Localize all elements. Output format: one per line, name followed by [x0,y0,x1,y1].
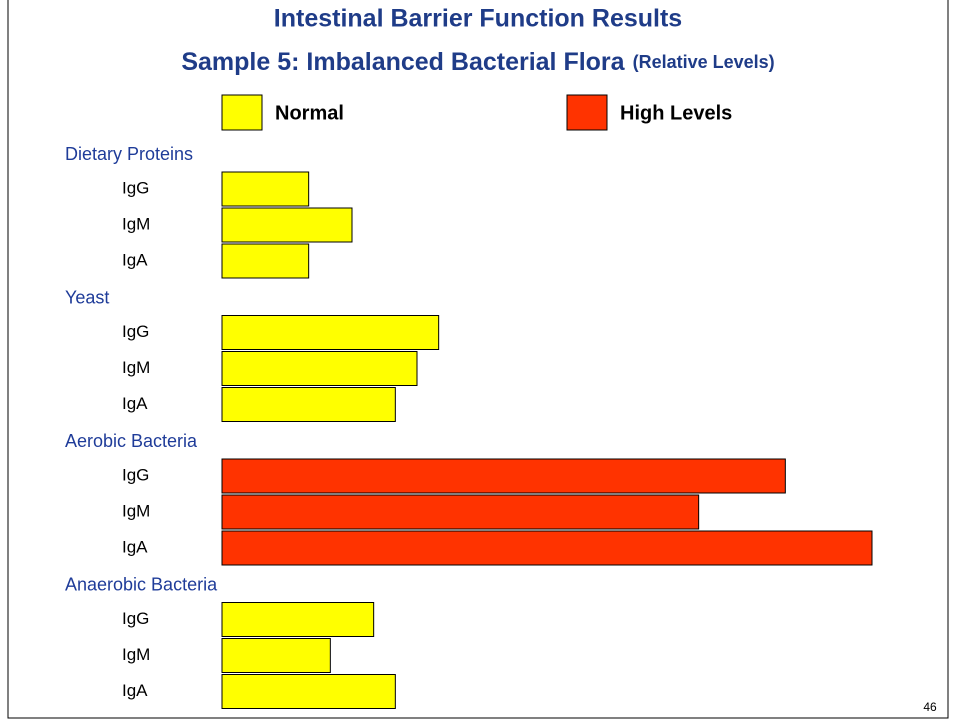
bar [221,602,375,637]
category-label: IgM [122,645,150,664]
legend-swatch [566,94,608,131]
bar [221,171,310,207]
legend-swatch [221,94,263,131]
category-label: IgG [122,178,149,197]
bar [221,674,396,709]
category-label: IgG [122,465,149,484]
category-label: IgM [122,214,150,233]
group-label: Dietary Proteins [65,144,193,164]
bar [221,207,353,243]
slide-frame [7,0,949,719]
category-label: IgA [122,537,148,556]
bar [221,315,440,350]
group-label: Yeast [65,287,109,307]
category-label: IgM [122,358,150,377]
chart-title: Intestinal Barrier Function Results [274,5,682,33]
category-label: IgG [122,322,149,341]
category-label: IgM [122,501,150,520]
chart-subtitle-line: Sample 5: Imbalanced Bacterial Flora (Rel… [181,48,774,76]
chart-subtitle: Sample 5: Imbalanced Bacterial Flora [181,48,625,76]
category-label: IgA [122,681,148,700]
group-label: Aerobic Bacteria [65,431,198,451]
page-number: 46 [923,700,937,714]
bar [221,243,310,279]
bar [221,638,331,673]
bar [221,494,700,530]
category-label: IgA [122,250,148,269]
subtitle-note: (Relative Levels) [633,52,775,72]
legend-label: Normal [275,102,344,124]
group-label: Anaerobic Bacteria [65,574,218,594]
bar [221,530,873,566]
category-label: IgA [122,394,148,413]
bar [221,351,418,386]
bar [221,458,786,494]
legend-label: High Levels [620,102,732,124]
bar [221,387,396,422]
category-label: IgG [122,609,149,628]
